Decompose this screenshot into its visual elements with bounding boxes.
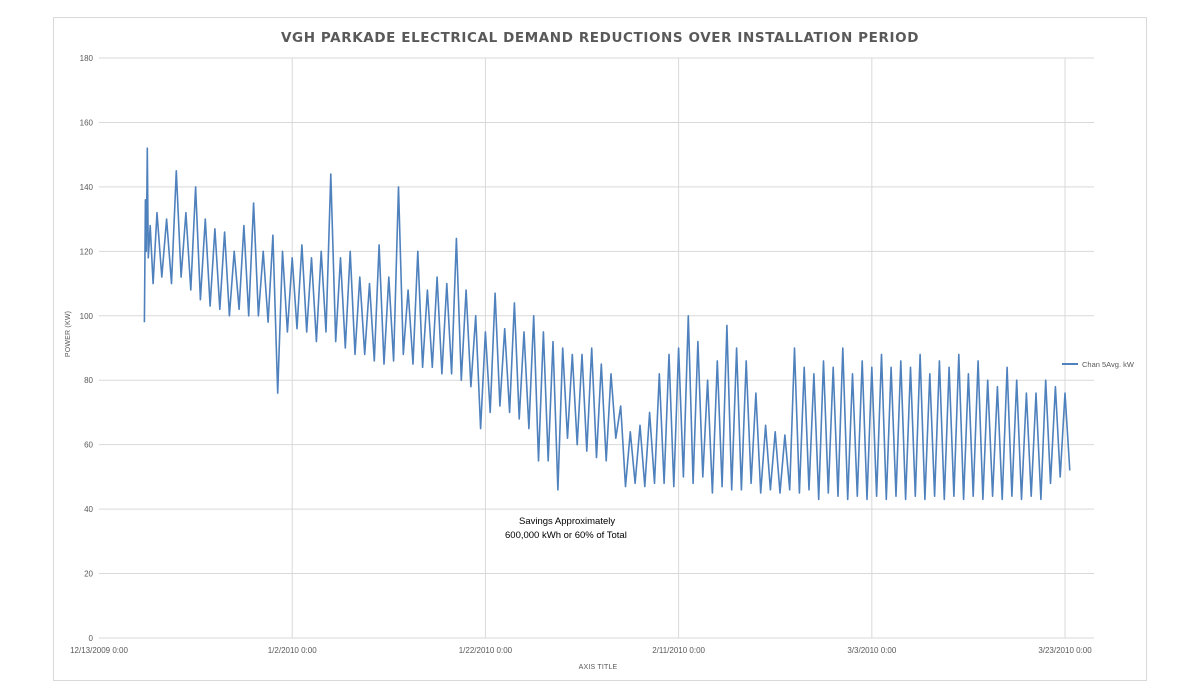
- y-tick-label-160: 160: [80, 118, 94, 127]
- y-tick-label-180: 180: [80, 54, 94, 63]
- x-axis-title: AXIS TITLE: [579, 664, 618, 671]
- legend-label-chan-5avg-kw: Chan 5Avg. kW: [1082, 360, 1135, 369]
- y-tick-label-120: 120: [80, 247, 94, 256]
- annotation-line-2: 600,000 kWh or 60% of Total: [505, 530, 627, 541]
- y-tick-label-0: 0: [89, 634, 94, 643]
- series-line-chan-5avg-kw: [143, 147, 1071, 501]
- savings-annotation: Savings Approximately 600,000 kWh or 60%…: [505, 516, 627, 541]
- y-tick-label-60: 60: [84, 441, 93, 450]
- x-tick-label-2: 1/22/2010 0:00: [459, 646, 513, 655]
- legend: Chan 5Avg. kW: [1062, 360, 1135, 369]
- x-tick-labels: 12/13/2009 0:00 1/2/2010 0:00 1/22/2010 0:…: [70, 646, 1092, 655]
- x-tick-label-5: 3/23/2010 0:00: [1038, 646, 1092, 655]
- y-tick-label-40: 40: [84, 505, 93, 514]
- chart-canvas: VGH PARKADE ELECTRICAL DEMAND REDUCTIONS…: [65, 30, 1135, 671]
- y-tick-label-80: 80: [84, 376, 93, 385]
- x-tick-label-1: 1/2/2010 0:00: [268, 646, 317, 655]
- y-tick-label-140: 140: [80, 183, 94, 192]
- x-tick-label-4: 3/3/2010 0:00: [847, 646, 896, 655]
- y-tick-labels: 0 20 40 60 80 100 120 140 160 180: [80, 54, 94, 643]
- annotation-line-1: Savings Approximately: [519, 516, 615, 527]
- x-tick-label-0: 12/13/2009 0:00: [70, 646, 128, 655]
- x-tick-label-3: 2/11/2010 0:00: [652, 646, 705, 655]
- y-tick-label-100: 100: [80, 312, 94, 321]
- chart-title: VGH PARKADE ELECTRICAL DEMAND REDUCTIONS…: [281, 30, 919, 46]
- y-axis-title: POWER (KW): [65, 311, 72, 357]
- chart-frame: VGH PARKADE ELECTRICAL DEMAND REDUCTIONS…: [53, 17, 1147, 681]
- y-gridlines: [99, 57, 1094, 639]
- y-tick-label-20: 20: [84, 570, 93, 579]
